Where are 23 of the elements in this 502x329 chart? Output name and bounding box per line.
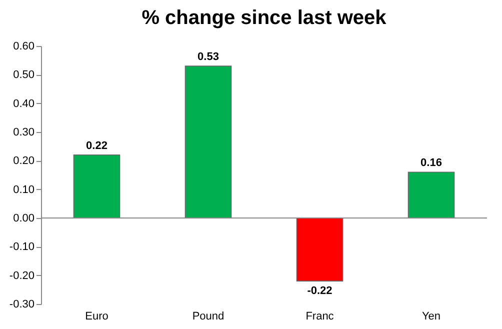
data-label: 0.53: [198, 51, 219, 64]
y-tick-label: 0.30: [13, 126, 34, 138]
y-tick-label: 0.20: [13, 155, 34, 168]
bar: [296, 218, 344, 282]
x-tick-label: Franc: [306, 310, 334, 322]
y-tick-label: -0.10: [9, 241, 34, 254]
bar: [408, 172, 455, 218]
x-tick-label: Yen: [422, 310, 441, 322]
data-label: 0.22: [86, 140, 108, 152]
y-tick-label: 0.60: [13, 40, 34, 52]
bar: [73, 154, 120, 218]
y-tick-label: 0.40: [13, 98, 34, 110]
chart-title: % change since last week: [142, 7, 388, 29]
x-tick-label: Pound: [192, 310, 224, 322]
y-tick-label: -0.30: [9, 298, 34, 310]
y-tick-label: 0.00: [13, 212, 34, 224]
x-tick-label: Euro: [85, 310, 108, 322]
data-label: -0.22: [307, 285, 332, 298]
y-tick-label: -0.20: [9, 270, 34, 282]
y-tick-label: 0.10: [13, 184, 34, 196]
y-tick-label: 0.50: [13, 69, 34, 82]
data-label: 0.16: [420, 157, 442, 170]
bar: [184, 66, 232, 218]
